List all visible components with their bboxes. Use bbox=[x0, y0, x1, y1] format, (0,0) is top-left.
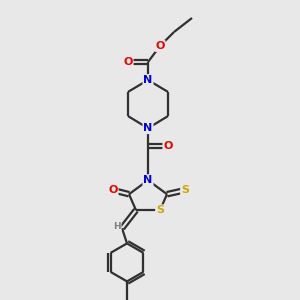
Text: O: O bbox=[155, 41, 165, 51]
Text: S: S bbox=[156, 205, 164, 215]
Text: N: N bbox=[143, 75, 153, 85]
Text: O: O bbox=[108, 185, 118, 195]
Text: N: N bbox=[143, 175, 153, 185]
Text: S: S bbox=[181, 185, 189, 195]
Text: O: O bbox=[123, 57, 133, 67]
Text: H: H bbox=[113, 222, 121, 231]
Text: N: N bbox=[143, 123, 153, 133]
Text: O: O bbox=[163, 141, 173, 151]
